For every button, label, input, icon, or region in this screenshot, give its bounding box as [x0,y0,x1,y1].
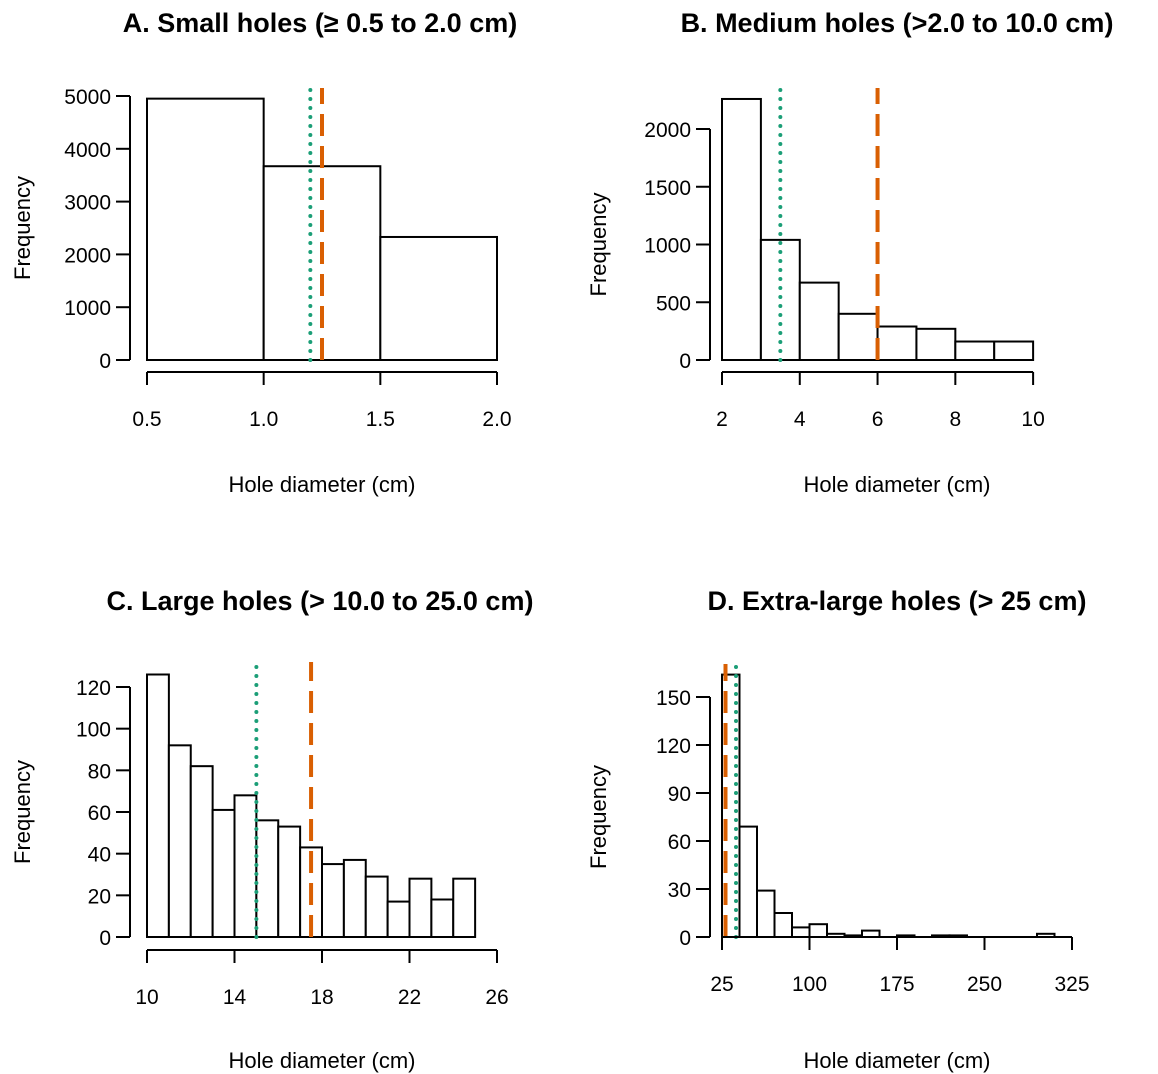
panel-b-x-tick-label: 6 [872,408,884,431]
panel-b-bar [798,281,840,361]
panel-c-x-tick-label: 14 [223,986,247,1009]
panel-d-bar [791,926,811,939]
panel-c-bar [189,765,214,939]
panel-a-x-axis-label: Hole diameter (cm) [228,472,415,497]
panel-b-y-tick-label: 2000 [644,119,691,142]
panel-b-x-tick-label: 10 [1021,408,1044,431]
panel-a-y-tick-label: 1000 [64,297,111,320]
panel-d-bar [773,912,793,938]
panel-c-x-tick-label: 26 [485,986,508,1009]
panel-a-bar [146,97,265,361]
panel-d-y-tick-label: 150 [656,687,691,710]
panel-c-bar [452,877,477,939]
panel-c-title: C. Large holes (> 10.0 to 25.0 cm) [107,586,534,616]
panel-d-y-tick-label: 60 [668,831,691,854]
panel-b-title: B. Medium holes (>2.0 to 10.0 cm) [681,8,1114,38]
panel-b-y-tick-label: 0 [679,350,691,373]
panel-c-bar [321,863,345,938]
panel-c-y-tick-label: 80 [88,760,111,783]
panel-a-x-tick-label: 2.0 [482,408,511,431]
panel-c-x-tick-label: 22 [398,986,421,1009]
panel-d-y-tick-label: 90 [668,783,691,806]
panel-c-y-tick-label: 20 [88,885,111,908]
panel-c-y-tick-label: 60 [88,802,111,825]
panel-b-bar [837,312,879,361]
panel-c-bar [364,875,389,938]
panel-c-bar [233,794,258,938]
panel-b-bar [721,97,762,361]
panel-c-y-tick-label: 40 [88,844,111,867]
panel-c-bar [211,808,236,939]
panel-c-bar [146,673,170,938]
panel-b-x-tick-label: 8 [949,408,961,431]
panel-b-y-tick-label: 1000 [644,235,691,258]
panel-d-bar [738,825,758,938]
panel-b-x-axis-label: Hole diameter (cm) [803,472,990,497]
panel-d-x-tick-label: 250 [967,973,1002,996]
panel-d-x-tick-label: 175 [879,973,914,996]
panel-d-x-tick-label: 25 [710,973,733,996]
panel-c-y-tick-label: 100 [76,719,111,742]
panel-d-x-tick-label: 100 [792,973,827,996]
panel-d-bar [756,889,776,938]
panel-d-x-axis-label: Hole diameter (cm) [803,1048,990,1073]
panel-a-y-tick-label: 2000 [64,244,111,267]
panel-b-bar [954,340,996,361]
panel-c-bar [277,825,302,938]
panel-b-bar [876,325,918,362]
panel-c-bar [386,900,411,938]
panel-b-bar [993,340,1035,361]
panel-c-y-tick-label: 0 [99,927,111,950]
panel-a-x-tick-label: 1.0 [249,408,278,431]
panel-a-y-tick-label: 4000 [64,139,111,162]
panel-b-x-tick-label: 4 [794,408,806,431]
panel-d-y-axis-label: Frequency [586,765,611,869]
panel-d-title: D. Extra-large holes (> 25 cm) [708,586,1087,616]
panel-c-x-tick-label: 10 [135,986,158,1009]
panel-b-bar [915,327,957,362]
panel-a-title: A. Small holes (≥ 0.5 to 2.0 cm) [123,8,517,38]
panel-c-y-axis-label: Frequency [10,760,35,864]
panel-a-x-tick-label: 1.5 [366,408,395,431]
panel-c-bar [167,744,192,938]
panel-b-x-tick-label: 2 [716,408,728,431]
panel-a-y-tick-label: 5000 [64,86,111,109]
panel-b-y-axis-label: Frequency [586,193,611,297]
panel-c-y-tick-label: 120 [76,677,111,700]
panel-c-x-tick-label: 18 [310,986,333,1009]
panel-d-y-tick-label: 0 [679,927,691,950]
panel-a-y-tick-label: 0 [99,350,111,373]
panel-d-bar [808,923,828,939]
panel-d-x-tick-label: 325 [1054,973,1089,996]
panel-a-bar [379,235,499,361]
panel-c-bar [255,819,280,938]
panel-c-bar [430,898,455,938]
panel-c-bar [342,858,367,939]
panel-b-y-tick-label: 500 [656,292,691,315]
panel-d-y-tick-label: 120 [656,735,691,758]
panel-a-y-axis-label: Frequency [10,176,35,280]
panel-a-x-tick-label: 0.5 [132,408,161,431]
panel-a-y-tick-label: 3000 [64,192,111,215]
panel-d-y-tick-label: 30 [668,879,691,902]
panel-c-bar [408,877,433,939]
panel-b-y-tick-label: 1500 [644,177,691,200]
panel-c-x-axis-label: Hole diameter (cm) [228,1048,415,1073]
